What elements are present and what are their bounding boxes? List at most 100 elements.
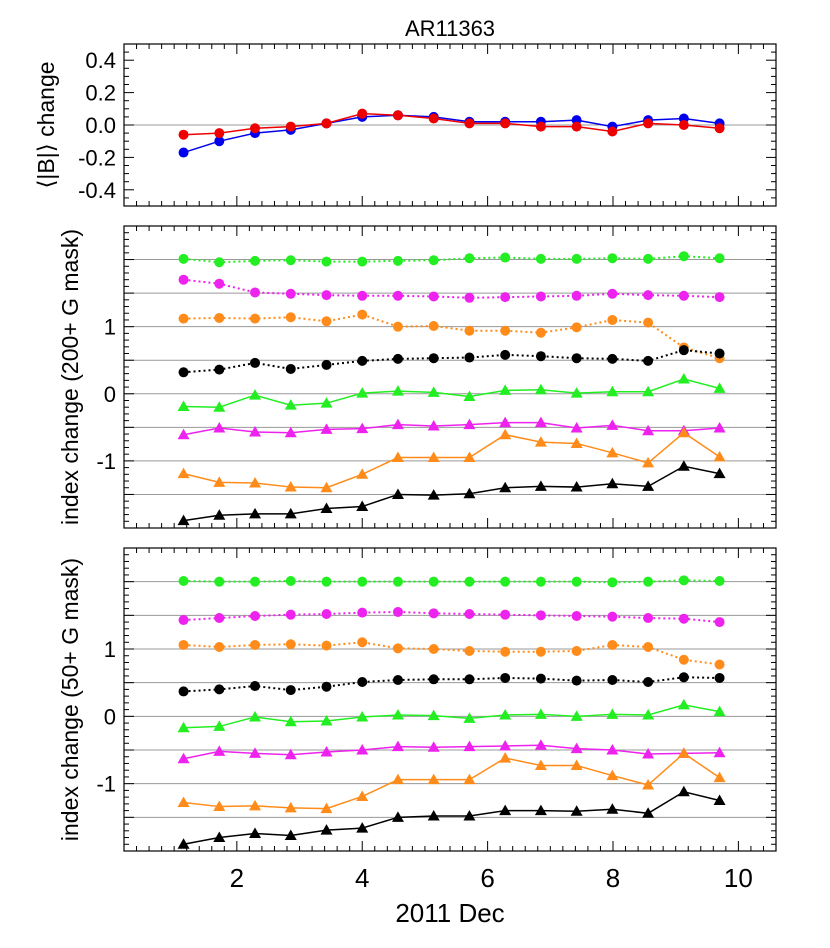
- data-point: [570, 422, 583, 433]
- series-line-8: [183, 465, 720, 522]
- data-point: [499, 481, 512, 493]
- data-point: [427, 386, 440, 397]
- data-point: [464, 325, 475, 336]
- data-point: [214, 136, 225, 147]
- data-point: [500, 609, 511, 620]
- data-point: [178, 367, 189, 378]
- data-point: [428, 674, 439, 685]
- data-point: [463, 418, 476, 430]
- data-point: [428, 353, 439, 364]
- data-point: [213, 831, 226, 843]
- series-line-3: [183, 313, 720, 360]
- figure-title: AR11363: [405, 16, 495, 41]
- x-tick-label: 4: [355, 863, 369, 893]
- data-point: [463, 809, 476, 821]
- x-tick-label: 10: [724, 863, 753, 893]
- data-point: [250, 313, 261, 324]
- data-point: [428, 291, 439, 302]
- data-point: [285, 121, 296, 132]
- x-tick-label: 6: [480, 863, 494, 893]
- data-point: [285, 255, 296, 266]
- data-point: [321, 359, 332, 370]
- data-point: [250, 639, 261, 650]
- data-point: [464, 292, 475, 303]
- data-point: [284, 426, 297, 438]
- data-point: [499, 416, 512, 428]
- data-point: [571, 353, 582, 364]
- data-point: [607, 126, 618, 137]
- data-point: [357, 290, 368, 301]
- data-point: [642, 424, 655, 436]
- data-point: [714, 575, 725, 586]
- data-point: [213, 745, 226, 756]
- data-point: [250, 123, 261, 134]
- data-point: [178, 313, 189, 324]
- data-point: [391, 451, 404, 463]
- data-point: [571, 646, 582, 657]
- data-point: [464, 674, 475, 685]
- data-point: [534, 739, 547, 750]
- data-point: [427, 419, 440, 431]
- data-point: [606, 477, 619, 489]
- y-tick-label: 1: [104, 637, 116, 662]
- data-point: [357, 637, 368, 648]
- data-point: [177, 796, 190, 808]
- series-line-7: [183, 752, 720, 810]
- data-point: [249, 827, 262, 838]
- data-point: [464, 352, 475, 363]
- data-point: [713, 746, 726, 758]
- data-point: [392, 321, 403, 332]
- data-point: [391, 773, 404, 785]
- data-point: [284, 801, 297, 813]
- data-point: [463, 487, 476, 499]
- data-point: [570, 481, 583, 492]
- data-point: [642, 708, 655, 720]
- data-point: [714, 348, 725, 359]
- data-point: [177, 752, 190, 764]
- data-point: [463, 740, 476, 752]
- data-point: [642, 385, 655, 397]
- data-point: [535, 646, 546, 657]
- data-point: [463, 390, 476, 401]
- data-point: [678, 251, 689, 262]
- data-point: [214, 576, 225, 587]
- data-point: [713, 422, 726, 433]
- data-point: [714, 253, 725, 264]
- data-point: [643, 253, 654, 264]
- data-point: [643, 290, 654, 301]
- data-point: [214, 278, 225, 289]
- data-point: [320, 423, 333, 434]
- data-point: [285, 575, 296, 586]
- data-point: [677, 460, 690, 471]
- data-point: [535, 351, 546, 362]
- data-point: [607, 577, 618, 588]
- data-point: [427, 773, 440, 785]
- data-point: [391, 740, 404, 752]
- data-point: [284, 715, 297, 727]
- data-point: [178, 253, 189, 264]
- data-point: [392, 643, 403, 654]
- series-line-4: [183, 676, 720, 693]
- data-point: [391, 811, 404, 822]
- data-point: [320, 746, 333, 757]
- data-point: [571, 322, 582, 333]
- data-point: [535, 610, 546, 621]
- data-point: [535, 121, 546, 132]
- data-point: [499, 752, 512, 763]
- series-line-8: [183, 790, 720, 846]
- data-point: [463, 712, 476, 723]
- data-point: [392, 255, 403, 266]
- data-point: [534, 383, 547, 395]
- data-point: [250, 576, 261, 587]
- data-point: [571, 576, 582, 587]
- data-point: [427, 489, 440, 500]
- data-point: [642, 807, 655, 818]
- data-point: [392, 674, 403, 685]
- series-line-3: [183, 641, 720, 666]
- data-point: [178, 147, 189, 158]
- data-point: [570, 387, 583, 398]
- data-point: [392, 353, 403, 364]
- data-point: [320, 481, 333, 493]
- data-point: [642, 779, 655, 790]
- data-point: [570, 805, 583, 816]
